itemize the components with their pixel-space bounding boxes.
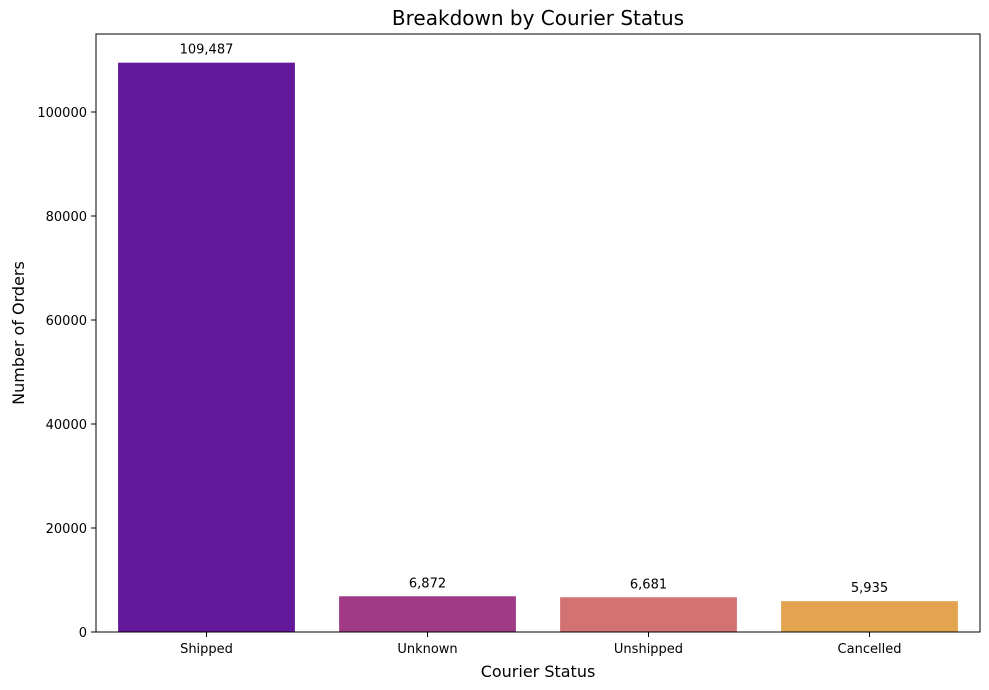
data-label-shipped: 109,487 [180,43,234,58]
x-tick-label: Shipped [180,642,233,657]
y-tick-label: 20000 [46,522,87,537]
y-tick-label: 80000 [46,210,87,225]
y-axis: 0 20000 40000 60000 80000 100000 [37,106,96,641]
x-tick-label: Unknown [397,642,457,657]
y-axis-title: Number of Orders [9,261,28,405]
x-tick-label: Cancelled [838,642,902,657]
data-label-cancelled: 5,935 [851,581,888,596]
bar-cancelled [781,601,958,632]
y-tick-label: 60000 [46,314,87,329]
data-label-unknown: 6,872 [409,576,446,591]
bar-unknown [339,596,516,632]
x-axis-title: Courier Status [481,662,596,681]
bars-layer [118,62,958,632]
bar-shipped [118,62,295,632]
x-tick-label: Unshipped [614,642,683,657]
x-axis: Shipped Unknown Unshipped Cancelled [180,632,901,657]
y-tick-label: 100000 [37,106,87,121]
y-tick-label: 40000 [46,418,87,433]
plot-frame [95,33,981,633]
y-tick-label: 0 [79,626,87,641]
data-labels-layer: 109,487 6,872 6,681 5,935 [180,43,888,596]
chart-title: Breakdown by Courier Status [392,6,684,30]
data-label-unshipped: 6,681 [630,577,667,592]
bar-unshipped [560,597,737,632]
